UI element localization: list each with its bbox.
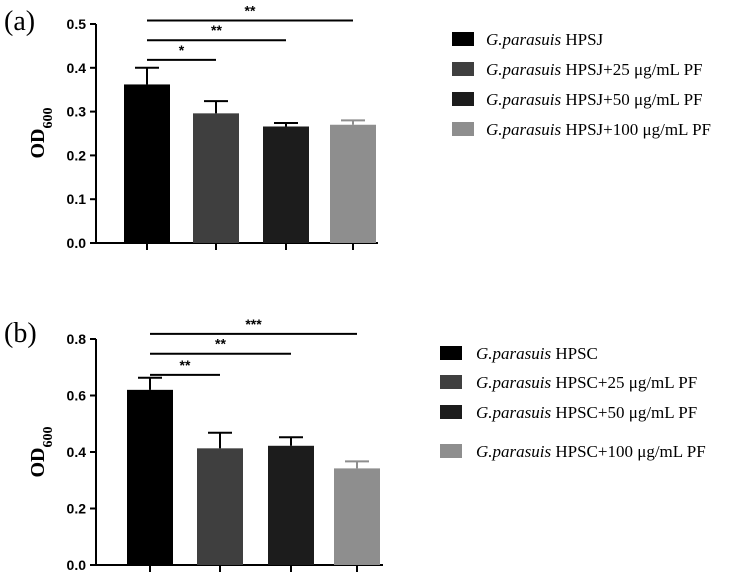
legend-swatch — [440, 444, 462, 458]
legend-swatch — [452, 62, 474, 76]
legend-entry: G.parasuis HPSC+100 μg/mL PF — [476, 442, 706, 461]
legend-entry: G.parasuis HPSC+50 μg/mL PF — [476, 403, 697, 422]
chart-panel-b: (b)0.00.20.40.60.8OD600*******G.parasuis… — [4, 316, 706, 573]
significance-label: * — [179, 42, 185, 58]
legend-entry: G.parasuis HPSC — [476, 344, 598, 363]
legend-swatch — [440, 346, 462, 360]
significance-label: ** — [245, 2, 256, 18]
bar — [268, 445, 314, 565]
legend-swatch — [452, 92, 474, 106]
significance-label: *** — [245, 316, 262, 332]
y-tick-label: 0.3 — [67, 104, 87, 120]
legend-entry: G.parasuis HPSJ+25 μg/mL PF — [486, 60, 702, 79]
panel-label: (b) — [4, 318, 37, 349]
legend-entry: G.parasuis HPSC+25 μg/mL PF — [476, 373, 697, 392]
legend-swatch — [452, 122, 474, 136]
y-axis-label: OD600 — [27, 108, 56, 159]
bar — [263, 126, 309, 243]
bar — [127, 389, 173, 565]
bar — [124, 84, 170, 243]
bar — [334, 468, 380, 565]
y-tick-label: 0.8 — [67, 331, 87, 347]
y-tick-label: 0.4 — [67, 444, 87, 460]
y-tick-label: 0.6 — [67, 388, 87, 404]
y-tick-label: 0.2 — [67, 501, 87, 517]
y-tick-label: 0.1 — [67, 191, 87, 207]
legend-swatch — [452, 32, 474, 46]
y-tick-label: 0.2 — [67, 147, 87, 163]
panel-label: (a) — [4, 6, 35, 37]
legend-entry: G.parasuis HPSJ+50 μg/mL PF — [486, 90, 702, 109]
legend-entry: G.parasuis HPSJ+100 μg/mL PF — [486, 120, 711, 139]
y-axis-label: OD600 — [27, 427, 56, 478]
y-tick-label: 0.0 — [67, 557, 87, 573]
y-tick-label: 0.4 — [67, 60, 87, 76]
y-tick-label: 0.5 — [67, 16, 87, 32]
y-tick-label: 0.0 — [67, 235, 87, 251]
bar — [197, 448, 243, 565]
significance-label: ** — [211, 22, 222, 38]
bar — [330, 124, 376, 243]
chart-panel-a: (a)0.00.10.20.30.40.5OD600*****G.parasui… — [4, 2, 711, 251]
legend-swatch — [440, 405, 462, 419]
bar — [193, 113, 239, 244]
significance-label: ** — [180, 357, 191, 373]
legend-swatch — [440, 375, 462, 389]
significance-label: ** — [215, 336, 226, 352]
legend-entry: G.parasuis HPSJ — [486, 30, 604, 49]
